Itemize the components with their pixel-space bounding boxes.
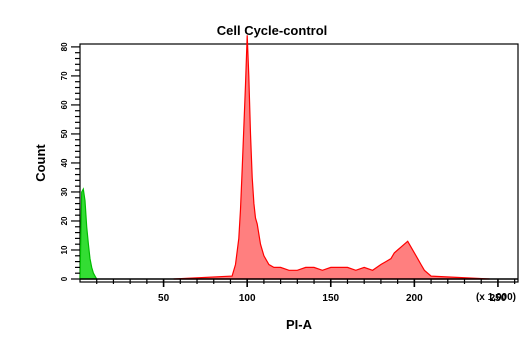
x-tick-label: 100	[239, 293, 256, 304]
y-tick-label: 50	[60, 129, 69, 138]
plot-frame	[79, 43, 519, 283]
histogram-series-1	[79, 187, 98, 280]
histogram-series-2	[173, 35, 490, 280]
y-tick-label: 0	[60, 276, 69, 281]
axis-layer: 50 100 150 200 250 0 10 20 30 40 50 60 70 80	[60, 42, 518, 304]
y-tick-label: 10	[60, 245, 69, 254]
y-tick-label: 80	[60, 42, 69, 51]
x-tick-label: 200	[406, 293, 423, 304]
series-layer	[79, 35, 490, 280]
y-tick-label: 60	[60, 100, 69, 109]
chart-title: Cell Cycle-control	[217, 23, 328, 38]
y-axis-label: Count	[33, 144, 48, 182]
y-tick-label: 20	[60, 216, 69, 225]
x-tick-label: 50	[158, 293, 170, 304]
x-tick-label: 150	[322, 293, 339, 304]
y-tick-label: 70	[60, 71, 69, 80]
x-tick-label: 250	[490, 293, 507, 304]
y-tick-label: 30	[60, 187, 69, 196]
x-axis-label: PI-A	[286, 317, 313, 332]
y-tick-label: 40	[60, 158, 69, 167]
x-axis-unit: (x 1,000)	[476, 292, 516, 303]
